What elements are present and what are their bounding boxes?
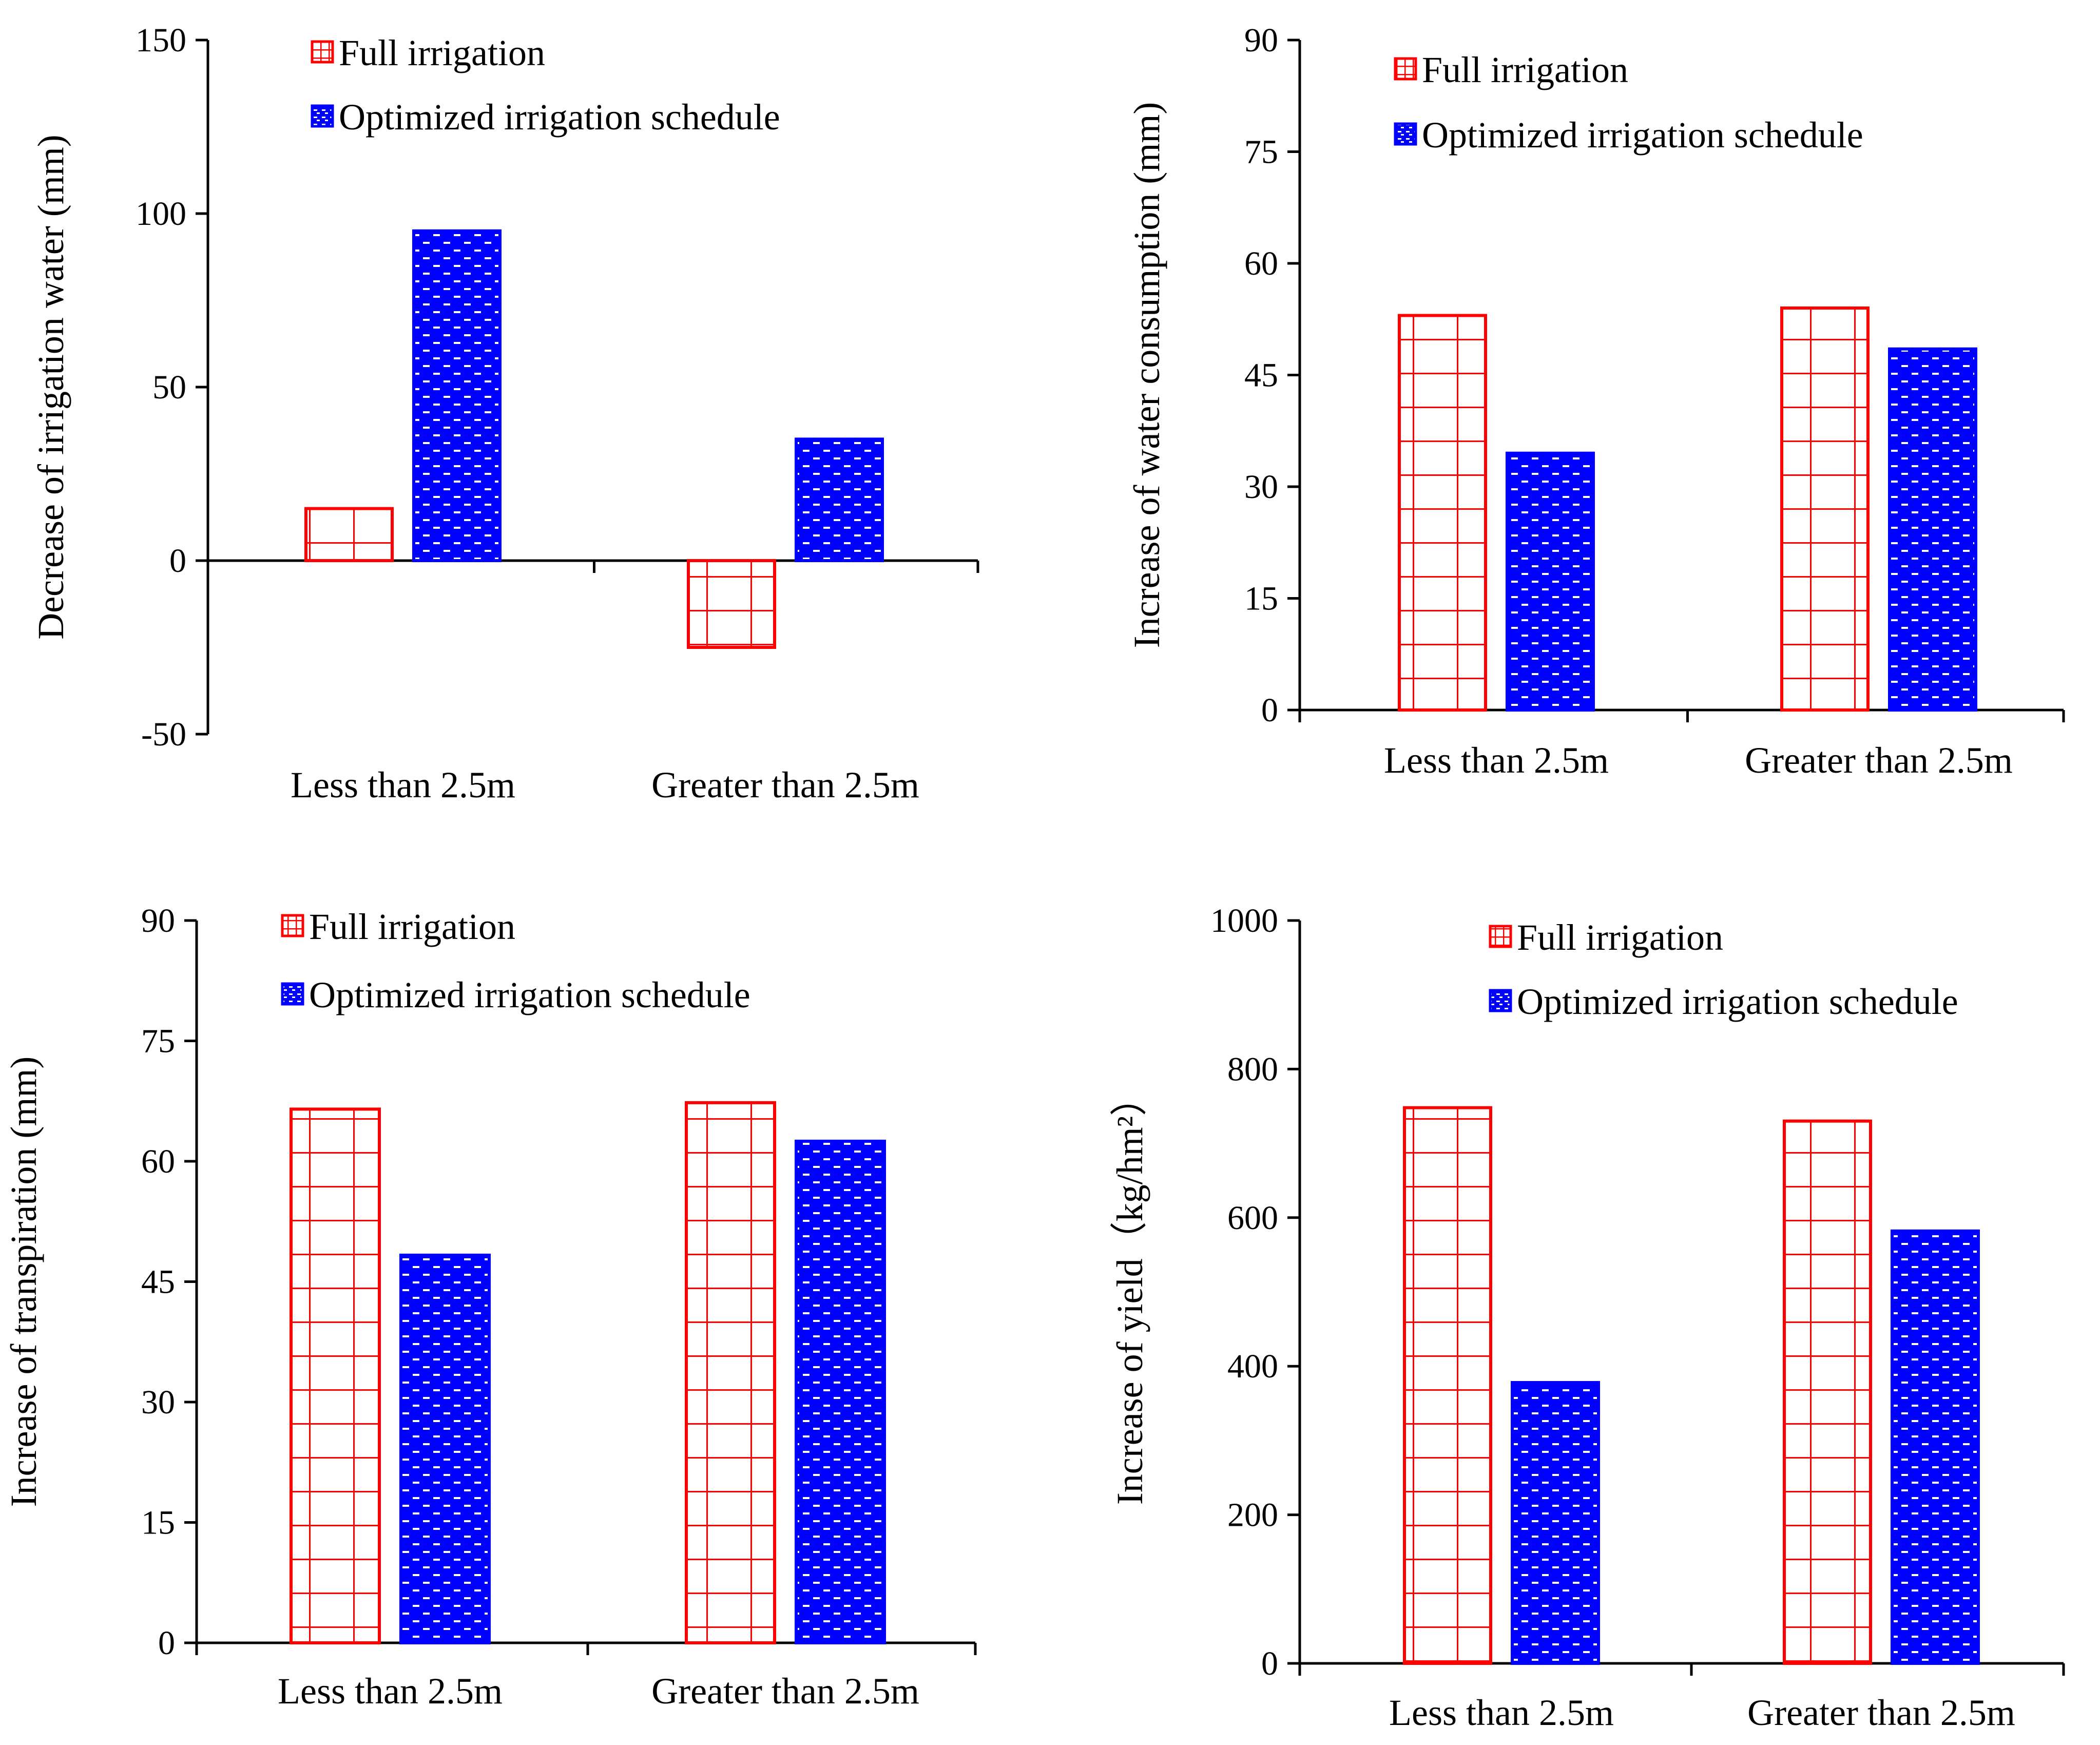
legend-label: Full irrigation xyxy=(1517,917,1723,958)
bar-optimized-schedule-2 xyxy=(1891,1229,1980,1665)
y-axis-title: Decrease of irrigation water (mm) xyxy=(30,135,71,640)
bar-full-irrigation-2 xyxy=(687,559,776,649)
y-tick-label: 150 xyxy=(136,22,186,59)
legend-label: Optimized irrigation schedule xyxy=(339,97,780,138)
x-category-label: Less than 2.5m xyxy=(1389,1692,1614,1733)
bar-optimized-schedule-2 xyxy=(795,437,884,563)
y-tick-label: 0 xyxy=(169,542,186,580)
bar-optimized-schedule-1 xyxy=(399,1253,491,1644)
bar-full-irrigation-2 xyxy=(1780,306,1870,712)
bar-full-irrigation-1 xyxy=(290,1107,381,1644)
y-tick-label: 800 xyxy=(1227,1050,1278,1088)
x-category-label: Greater than 2.5m xyxy=(1745,740,2013,781)
y-tick-label: 90 xyxy=(141,902,175,939)
y-tick-label: 15 xyxy=(141,1504,175,1542)
legend-swatch-optimized-schedule xyxy=(1394,122,1417,146)
legend: Full irrigation Optimized irrigation sche… xyxy=(1489,917,1958,1022)
legend-swatch-optimized-schedule xyxy=(1489,989,1512,1012)
y-tick-label: -50 xyxy=(141,716,186,753)
legend-swatch-optimized-schedule xyxy=(311,104,334,128)
legend-label: Full irrigation xyxy=(339,32,545,73)
legend: Full irrigation Optimized irrigation sche… xyxy=(311,32,780,138)
y-axis-title: Increase of water consumption (mm) xyxy=(1126,102,1167,648)
y-tick-label: 30 xyxy=(141,1384,175,1421)
y-tick-label: 100 xyxy=(136,195,186,233)
legend: Full irrigation Optimized irrigation sche… xyxy=(281,906,750,1015)
legend: Full irrigation Optimized irrigation sche… xyxy=(1394,49,1863,156)
y-tick-label: 45 xyxy=(141,1263,175,1301)
y-tick-label: 50 xyxy=(152,369,186,406)
x-category-label: Greater than 2.5m xyxy=(651,1671,919,1712)
bar-full-irrigation-1 xyxy=(1398,314,1487,712)
bar-optimized-schedule-1 xyxy=(1506,451,1595,712)
y-tick-label: 0 xyxy=(1261,692,1278,729)
y-tick-label: 45 xyxy=(1244,357,1278,394)
legend-label: Optimized irrigation schedule xyxy=(309,974,750,1015)
legend-swatch-full-irrigation xyxy=(281,914,304,937)
y-tick-label: 400 xyxy=(1227,1348,1278,1385)
y-tick-label: 200 xyxy=(1227,1497,1278,1534)
bar-full-irrigation-1 xyxy=(1403,1106,1492,1665)
chart-panel-4: 0 200 400 600 800 1000 Less than 2.5m Greater t… xyxy=(1109,902,2065,1733)
y-axis-title: Increase of transpiration (mm) xyxy=(3,1057,44,1507)
y-tick-label: 0 xyxy=(158,1624,175,1662)
bar-optimized-schedule-2 xyxy=(795,1139,886,1645)
y-tick-label: 90 xyxy=(1244,22,1278,59)
y-tick-label: 60 xyxy=(1244,245,1278,282)
bar-optimized-schedule-2 xyxy=(1888,347,1977,712)
x-category-label: Less than 2.5m xyxy=(1384,740,1609,781)
legend-swatch-full-irrigation xyxy=(1394,57,1417,81)
bar-full-irrigation-2 xyxy=(1783,1119,1872,1665)
x-category-label: Less than 2.5m xyxy=(278,1671,503,1712)
chart-panel-3: 0 15 30 45 60 75 90 Less than 2.5m Greater than … xyxy=(3,902,977,1712)
legend-label: Optimized irrigation schedule xyxy=(1422,114,1863,156)
x-category-label: Greater than 2.5m xyxy=(651,764,919,806)
x-category-label: Greater than 2.5m xyxy=(1747,1692,2015,1733)
bar-full-irrigation-1 xyxy=(304,507,394,562)
chart-panel-2: 0 15 30 45 60 75 90 Less than 2.5m Greater than … xyxy=(1126,22,2065,781)
y-tick-label: 75 xyxy=(1244,133,1278,171)
legend-swatch-full-irrigation xyxy=(1489,925,1512,948)
y-tick-label: 60 xyxy=(141,1143,175,1180)
y-tick-label: 1000 xyxy=(1210,902,1278,939)
bar-full-irrigation-2 xyxy=(685,1101,776,1644)
legend-label: Full irrigation xyxy=(1422,49,1628,90)
y-tick-label: 600 xyxy=(1227,1199,1278,1237)
bar-optimized-schedule-1 xyxy=(1511,1381,1600,1665)
y-tick-label: 30 xyxy=(1244,468,1278,506)
chart-panel-1: -50 0 50 100 150 Less than 2.5m Greater than 2… xyxy=(30,22,979,806)
y-tick-label: 0 xyxy=(1261,1645,1278,1682)
x-category-label: Less than 2.5m xyxy=(291,764,515,806)
y-tick-label: 15 xyxy=(1244,580,1278,618)
legend-swatch-full-irrigation xyxy=(311,40,334,64)
bar-optimized-schedule-1 xyxy=(412,229,502,562)
legend-swatch-optimized-schedule xyxy=(281,982,304,1006)
y-tick-label: 75 xyxy=(141,1023,175,1060)
legend-label: Full irrigation xyxy=(309,906,515,947)
legend-label: Optimized irrigation schedule xyxy=(1517,981,1958,1022)
y-axis-title: Increase of yield（kg/hm²） xyxy=(1109,1079,1150,1505)
